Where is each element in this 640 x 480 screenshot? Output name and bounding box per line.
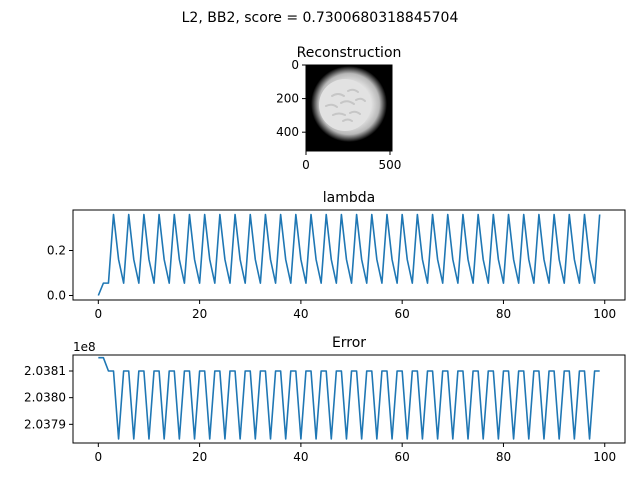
lambda-xtick-label: 100 — [593, 307, 616, 321]
recon-xtick-label: 500 — [379, 158, 402, 172]
error-series-line — [98, 356, 600, 440]
recon-xtick-label: 0 — [302, 158, 310, 172]
error-ytick-label: 2.0379 — [24, 417, 66, 431]
recon-ytick-label: 0 — [291, 58, 299, 72]
lambda-title: lambda — [323, 190, 375, 206]
recon-ytick-label: 200 — [276, 92, 299, 106]
error-ytick-label: 2.0381 — [24, 364, 66, 378]
recon-ytick-label: 400 — [276, 125, 299, 139]
lambda-xtick-label: 60 — [395, 307, 410, 321]
lambda-xtick-label: 0 — [95, 307, 103, 321]
reconstruction-title: Reconstruction — [297, 45, 402, 61]
lambda-panel: lambda 0 20 40 60 80 100 0.0 0.2 — [47, 190, 626, 321]
reconstruction-frame — [305, 64, 393, 152]
error-offset-label: 1e8 — [73, 340, 96, 354]
lambda-ytick-label: 0.0 — [47, 289, 66, 303]
error-xtick-label: 60 — [395, 450, 410, 464]
error-panel: Error 1e8 0 20 40 60 80 100 2.0379 2.0380 2.0381 — [24, 335, 626, 464]
error-xtick-label: 40 — [293, 450, 308, 464]
error-title: Error — [332, 335, 366, 351]
error-ytick-label: 2.0380 — [24, 391, 66, 405]
error-frame — [72, 354, 626, 444]
lambda-frame — [72, 209, 626, 301]
reconstruction-image — [306, 65, 392, 151]
error-xtick-label: 100 — [593, 450, 616, 464]
error-xtick-label: 80 — [496, 450, 511, 464]
lambda-xtick-label: 80 — [496, 307, 511, 321]
figure-suptitle: L2, BB2, score = 0.7300680318845704 — [182, 10, 459, 26]
error-xtick-label: 0 — [95, 450, 103, 464]
error-xtick-label: 20 — [192, 450, 207, 464]
lambda-xtick-label: 40 — [293, 307, 308, 321]
lambda-ytick-label: 0.2 — [47, 244, 66, 258]
reconstruction-panel: Reconstruction — [276, 45, 401, 172]
lambda-series-line — [97, 213, 601, 296]
lambda-xtick-label: 20 — [192, 307, 207, 321]
